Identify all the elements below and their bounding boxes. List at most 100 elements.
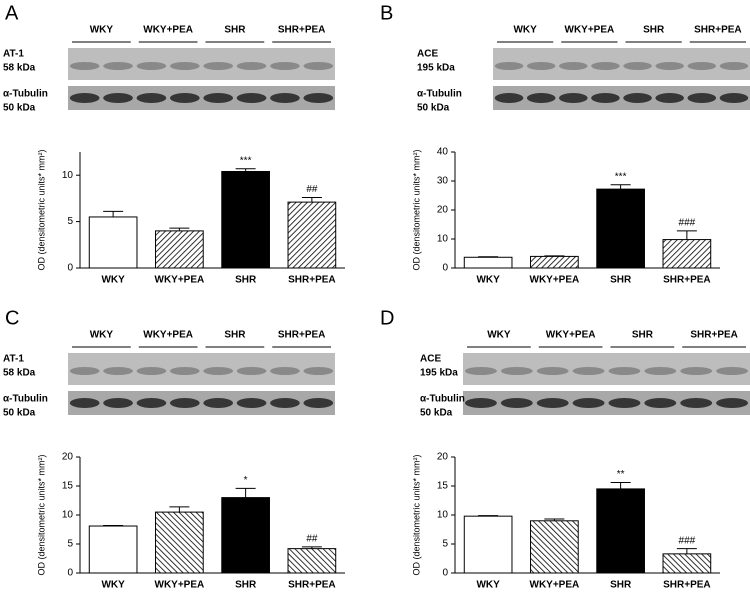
blot-band: [680, 398, 713, 408]
blot-band: [203, 62, 234, 70]
blot-band: [270, 93, 300, 103]
x-tick-label: SHR+PEA: [288, 275, 336, 286]
blot-label: α-Tubulin: [420, 394, 465, 405]
blot-band: [608, 398, 641, 408]
y-tick-label: 0: [442, 568, 448, 579]
blot-band: [270, 398, 300, 408]
blot-band: [303, 398, 334, 408]
blot-group-label: SHR+PEA: [278, 25, 326, 36]
panel-letter: A: [5, 2, 19, 24]
blot-band: [644, 398, 677, 408]
blot-band: [303, 93, 334, 103]
blot-band: [716, 367, 749, 375]
annotation: ##: [306, 534, 318, 545]
y-axis-label: OD (densitometric units* mm²): [36, 149, 46, 270]
y-tick-label: 5: [442, 539, 448, 550]
blot-label: α-Tubulin: [3, 89, 48, 100]
bar: [88, 216, 138, 269]
blot-label: AT-1: [3, 354, 24, 365]
y-tick-label: 20: [437, 452, 449, 463]
blot-group-label: WKY+PEA: [565, 25, 615, 36]
blot-band: [500, 398, 533, 408]
blot-band: [270, 367, 300, 375]
bar: [463, 256, 513, 269]
blot-label: α-Tubulin: [3, 394, 48, 405]
y-tick-label: 10: [62, 170, 74, 181]
panel-letter: D: [380, 307, 394, 329]
blot-band: [623, 62, 652, 70]
bar: [596, 488, 645, 574]
blot-band: [559, 93, 588, 103]
y-tick-label: 5: [67, 539, 73, 550]
bar: [155, 230, 204, 269]
blot-band: [270, 62, 300, 70]
blot-label: ACE: [420, 354, 441, 365]
blot-band: [623, 93, 652, 103]
blot-band: [236, 62, 267, 70]
y-tick-label: 0: [67, 263, 73, 274]
blot-band: [69, 93, 100, 103]
bar: [530, 255, 579, 269]
blot-label: 50 kDa: [3, 408, 36, 419]
bar: [88, 525, 138, 574]
blot-band: [526, 62, 556, 70]
y-tick-label: 0: [442, 263, 448, 274]
blot-band: [716, 398, 749, 408]
blot-band: [464, 398, 497, 408]
blot-band: [494, 62, 524, 70]
blot-group-label: SHR+PEA: [690, 330, 738, 341]
blot-band: [103, 398, 133, 408]
blot-band: [572, 367, 605, 375]
annotation: ***: [615, 171, 627, 182]
y-axis-label: OD (densitometric units* mm²): [36, 454, 46, 575]
blot-band: [169, 93, 200, 103]
blot-band: [572, 398, 605, 408]
x-tick-label: SHR: [235, 275, 257, 286]
x-tick-label: SHR+PEA: [663, 275, 711, 286]
bar: [221, 497, 270, 574]
blot-band: [719, 93, 749, 103]
x-tick-label: WKY+PEA: [530, 580, 580, 591]
panel-letter: B: [380, 2, 393, 24]
blot-band: [536, 398, 569, 408]
blot-band: [303, 367, 334, 375]
blot-band: [591, 93, 620, 103]
x-tick-label: WKY: [476, 275, 500, 286]
blot-label: 195 kDa: [420, 368, 458, 379]
bar: [662, 239, 712, 269]
blot-band: [169, 62, 200, 70]
x-tick-label: WKY+PEA: [530, 275, 580, 286]
blot-band: [69, 398, 100, 408]
blot-group-label: SHR+PEA: [694, 25, 742, 36]
blot-band: [236, 367, 267, 375]
bar: [155, 511, 204, 574]
blot-label: 58 kDa: [3, 368, 36, 379]
bar: [221, 170, 270, 269]
blot-group-label: SHR: [643, 25, 665, 36]
bar: [530, 520, 579, 574]
blot-band: [169, 398, 200, 408]
x-tick-label: WKY+PEA: [155, 275, 205, 286]
blot-band: [236, 93, 267, 103]
blot-label: 50 kDa: [420, 408, 453, 419]
annotation: *: [244, 475, 248, 486]
x-tick-label: WKY: [476, 580, 500, 591]
annotation: ###: [679, 218, 696, 229]
x-tick-label: SHR: [610, 275, 632, 286]
blot-group-label: WKY: [513, 25, 537, 36]
blot-band: [69, 62, 100, 70]
blot-band: [608, 367, 641, 375]
blot-band: [526, 93, 556, 103]
blot-group-label: SHR+PEA: [278, 330, 326, 341]
bar: [287, 201, 337, 269]
blot-band: [687, 93, 717, 103]
blot-band: [591, 62, 620, 70]
annotation: ***: [240, 155, 252, 166]
blot-band: [136, 93, 167, 103]
annotation: **: [617, 469, 625, 480]
blot-band: [536, 367, 569, 375]
blot-band: [203, 93, 234, 103]
bar: [463, 515, 513, 574]
blot-band: [203, 398, 234, 408]
